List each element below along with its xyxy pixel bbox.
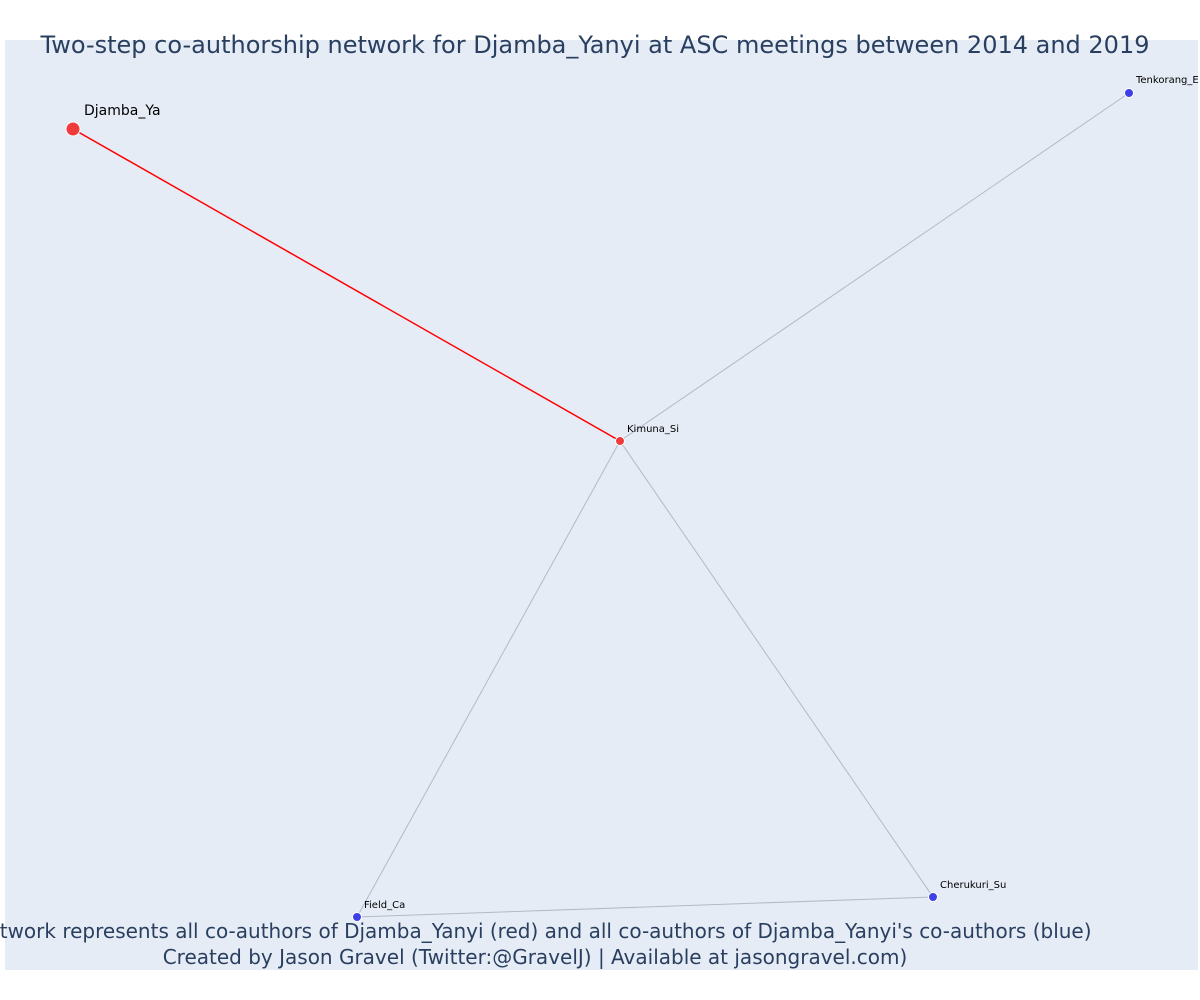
node-label-djamba: Djamba_Ya [84, 103, 161, 119]
node-djamba[interactable] [65, 121, 81, 137]
plot-area [5, 40, 1198, 970]
edge-layer [72, 92, 1130, 918]
edge-kimuna-tenkorang [619, 92, 1130, 442]
node-label-tenkorang: Tenkorang_E [1135, 75, 1199, 86]
node-field[interactable] [352, 912, 362, 922]
node-label-kimuna: Kimuna_Si [627, 424, 679, 435]
node-kimuna[interactable] [615, 436, 625, 446]
node-label-cherukuri: Cherukuri_Su [940, 880, 1006, 891]
edge-kimuna-field [356, 440, 621, 918]
caption-line-2: Created by Jason Gravel (Twitter:@Gravel… [163, 945, 908, 969]
edge-kimuna-cherukuri [619, 440, 934, 898]
node-tenkorang[interactable] [1124, 88, 1134, 98]
caption-line-1: Network represents all co-authors of Dja… [0, 919, 1092, 943]
diagram-title: Two-step co-authorship network for Djamb… [40, 31, 1150, 59]
node-label-field: Field_Ca [364, 900, 405, 911]
label-layer: Djamba_Ya Kimuna_Si Tenkorang_E Field_Ca Che… [84, 75, 1199, 911]
node-cherukuri[interactable] [928, 892, 938, 902]
edge-djamba-kimuna [72, 128, 621, 442]
edge-field-cherukuri [356, 896, 934, 918]
node-layer [65, 88, 1134, 922]
